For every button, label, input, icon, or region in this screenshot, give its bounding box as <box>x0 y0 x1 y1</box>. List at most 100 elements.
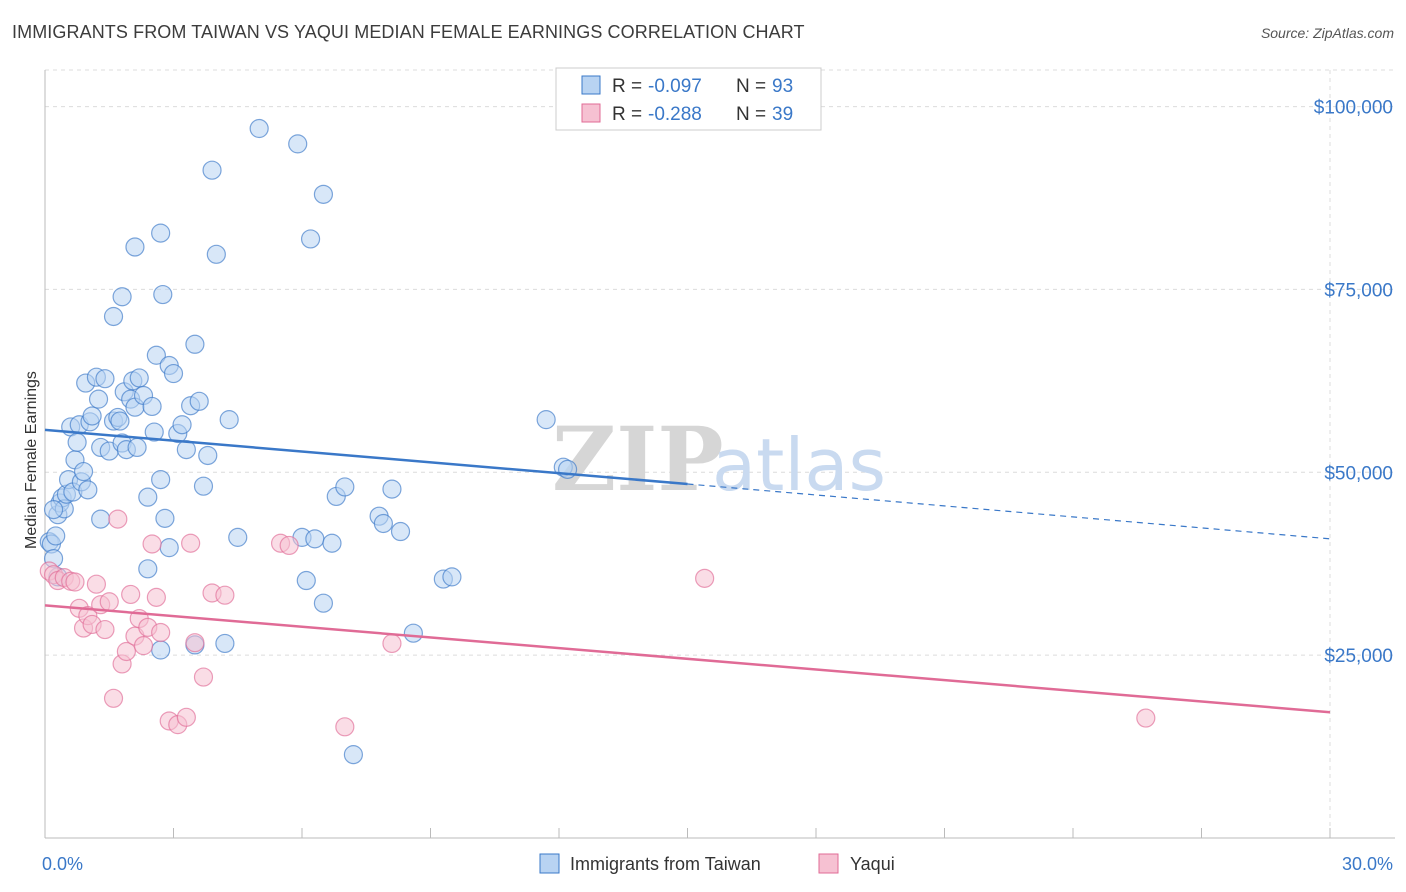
taiwan-point-54 <box>103 306 124 327</box>
taiwan-point-79 <box>442 567 462 587</box>
taiwan-point-68 <box>305 529 325 549</box>
legend-r-label-2: R = <box>612 104 642 125</box>
watermark-atlas: atlas <box>712 423 886 507</box>
legend-swatch-blue <box>581 75 601 95</box>
yaqui-point-13 <box>99 592 119 612</box>
series-label-yaqui: Yaqui <box>850 854 895 874</box>
taiwan-point-38 <box>138 487 158 507</box>
yaqui-point-14 <box>103 688 124 708</box>
yaqui-point-31 <box>193 667 214 687</box>
legend-r-value-2: -0.288 <box>648 104 702 125</box>
taiwan-point-69 <box>313 593 334 613</box>
taiwan-point-24 <box>95 369 115 389</box>
taiwan-point-80 <box>536 410 556 430</box>
yaqui-point-15 <box>108 509 128 529</box>
yaqui-point-30 <box>185 633 205 653</box>
yaqui-point-38 <box>695 568 715 588</box>
yaqui-point-35 <box>279 535 299 556</box>
taiwan-point-35 <box>127 437 147 458</box>
taiwan-point-39 <box>142 396 162 417</box>
taiwan-point-3 <box>46 526 66 546</box>
legend-n-value-1: 93 <box>772 76 793 97</box>
taiwan-point-28 <box>110 411 130 431</box>
y-tick-label-2: $75,000 <box>1324 280 1393 301</box>
legend-n-label-2: N = <box>736 104 766 125</box>
taiwan-point-55 <box>112 287 132 307</box>
legend-r-value-1: -0.097 <box>648 76 702 97</box>
taiwan-point-92 <box>43 499 64 520</box>
yaqui-point-12 <box>95 619 115 640</box>
yaqui-point-18 <box>121 584 141 605</box>
yaqui-trend-line <box>44 604 1331 714</box>
taiwan-point-53 <box>198 445 218 466</box>
x-tick-labels: 0.0% 30.0% <box>42 854 1393 874</box>
taiwan-point-40 <box>144 422 164 442</box>
y-axis-label: Median Female Earnings <box>23 371 40 549</box>
taiwan-point-56 <box>125 237 145 257</box>
x-tick-label-end: 30.0% <box>1342 854 1393 874</box>
taiwan-trend-extension <box>687 483 1331 540</box>
taiwan-point-70 <box>322 533 342 553</box>
yaqui-point-21 <box>133 636 154 656</box>
taiwan-point-47 <box>172 415 192 435</box>
series-swatch-taiwan <box>539 853 560 874</box>
taiwan-trend-line <box>44 428 688 486</box>
correlation-legend: R = -0.097 N = 93 R = -0.288 N = 39 <box>555 67 822 131</box>
yaqui-point-10 <box>86 574 107 594</box>
yaqui-point-37 <box>382 633 402 654</box>
taiwan-point-72 <box>335 477 355 497</box>
legend-swatch-pink <box>581 103 601 123</box>
yaqui-point-39 <box>1136 708 1156 728</box>
taiwan-point-86 <box>215 633 235 654</box>
taiwan-point-42 <box>151 470 171 490</box>
taiwan-point-13 <box>67 432 87 452</box>
legend-r-label-1: R = <box>612 76 642 97</box>
taiwan-point-88 <box>151 640 171 660</box>
y-tick-label-0: $25,000 <box>1324 646 1393 667</box>
taiwan-point-64 <box>313 184 334 204</box>
taiwan-point-59 <box>206 244 226 264</box>
taiwan-point-77 <box>403 623 423 643</box>
taiwan-point-45 <box>163 363 184 384</box>
taiwan-point-22 <box>88 389 109 409</box>
watermark: ZIP atlas <box>552 407 886 511</box>
taiwan-point-20 <box>82 406 102 426</box>
yaqui-point-28 <box>176 707 196 727</box>
chart-title: IMMIGRANTS FROM TAIWAN VS YAQUI MEDIAN F… <box>12 22 805 42</box>
axes <box>44 70 1395 839</box>
taiwan-point-62 <box>249 118 269 139</box>
series-swatch-yaqui <box>818 853 839 874</box>
y-tick-label-1: $50,000 <box>1324 463 1393 484</box>
series-label-taiwan: Immigrants from Taiwan <box>570 854 761 874</box>
y-tick-label-3: $100,000 <box>1314 98 1393 119</box>
taiwan-point-89 <box>228 527 248 547</box>
taiwan-point-74 <box>373 513 393 534</box>
taiwan-point-84 <box>138 559 158 579</box>
taiwan-point-67 <box>296 570 316 591</box>
taiwan-point-51 <box>189 391 209 411</box>
taiwan-point-63 <box>288 134 308 154</box>
yaqui-point-17 <box>116 641 136 662</box>
taiwan-point-43 <box>155 508 175 528</box>
chart-source: Source: ZipAtlas.com <box>1260 25 1394 41</box>
legend-n-value-2: 39 <box>772 104 793 125</box>
yaqui-point-29 <box>181 533 201 553</box>
yaqui-point-24 <box>146 587 166 607</box>
taiwan-point-76 <box>390 521 411 542</box>
taiwan-point-85 <box>159 538 179 558</box>
x-tick-label-start: 0.0% <box>42 854 83 874</box>
legend-n-label-1: N = <box>736 76 766 97</box>
taiwan-point-58 <box>153 284 173 305</box>
taiwan-point-41 <box>146 345 166 365</box>
data-points <box>39 118 1156 765</box>
taiwan-point-65 <box>300 229 321 249</box>
taiwan-point-18 <box>78 480 98 500</box>
taiwan-point-90 <box>91 509 111 529</box>
yaqui-point-25 <box>151 622 171 643</box>
taiwan-point-36 <box>129 368 149 388</box>
taiwan-point-83 <box>343 745 363 765</box>
yaqui-point-33 <box>215 585 235 605</box>
taiwan-point-75 <box>382 479 402 499</box>
yaqui-point-36 <box>335 717 355 737</box>
